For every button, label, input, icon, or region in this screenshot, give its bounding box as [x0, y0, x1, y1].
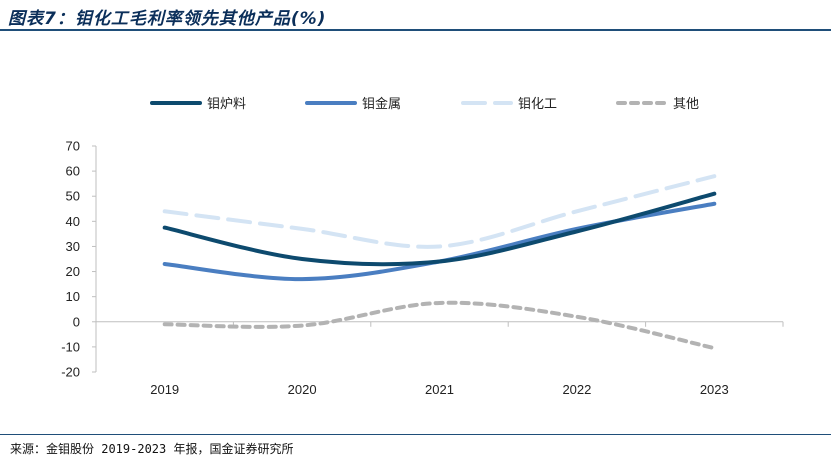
- y-tick-label: 70: [66, 139, 80, 154]
- y-tick-label: 50: [66, 189, 80, 204]
- y-tick-label: 20: [66, 264, 80, 279]
- legend-label: 钼金属: [362, 96, 401, 111]
- y-tick-label: 0: [73, 314, 80, 329]
- legend-label: 钼炉料: [207, 96, 246, 111]
- series-layer: [162, 174, 717, 351]
- y-tick-label: 30: [66, 239, 80, 254]
- x-tick-label: 2019: [150, 382, 179, 397]
- y-axis: 70 60 50 40 30 20 10 0 -10 -20: [61, 139, 97, 380]
- y-tick-label: 40: [66, 214, 80, 229]
- legend: 钼炉料 钼金属 钼化工 其他: [150, 96, 699, 111]
- title-divider: [0, 29, 831, 31]
- x-tick-label: 2023: [700, 382, 729, 397]
- y-tick-label: 10: [66, 289, 80, 304]
- y-tick-label: -10: [61, 339, 80, 354]
- series-line-1: [162, 191, 717, 267]
- x-tick-label: 2020: [288, 382, 317, 397]
- source-note: 来源：金钼股份 2019-2023 年报，国金证券研究所: [10, 442, 294, 456]
- x-axis: 2019 2020 2021 2022 2023: [95, 321, 784, 397]
- legend-label: 其他: [673, 96, 699, 111]
- x-tick-label: 2021: [425, 382, 454, 397]
- page-title: 图表7：钼化工毛利率领先其他产品(%): [8, 9, 327, 29]
- series-line-3: [162, 174, 717, 249]
- x-tick-label: 2022: [562, 382, 591, 397]
- y-tick-label: 60: [66, 164, 80, 179]
- footer-divider: [0, 434, 831, 435]
- series-line-4: [162, 300, 717, 351]
- legend-label: 钼化工: [518, 96, 557, 111]
- y-tick-label: -20: [61, 365, 80, 380]
